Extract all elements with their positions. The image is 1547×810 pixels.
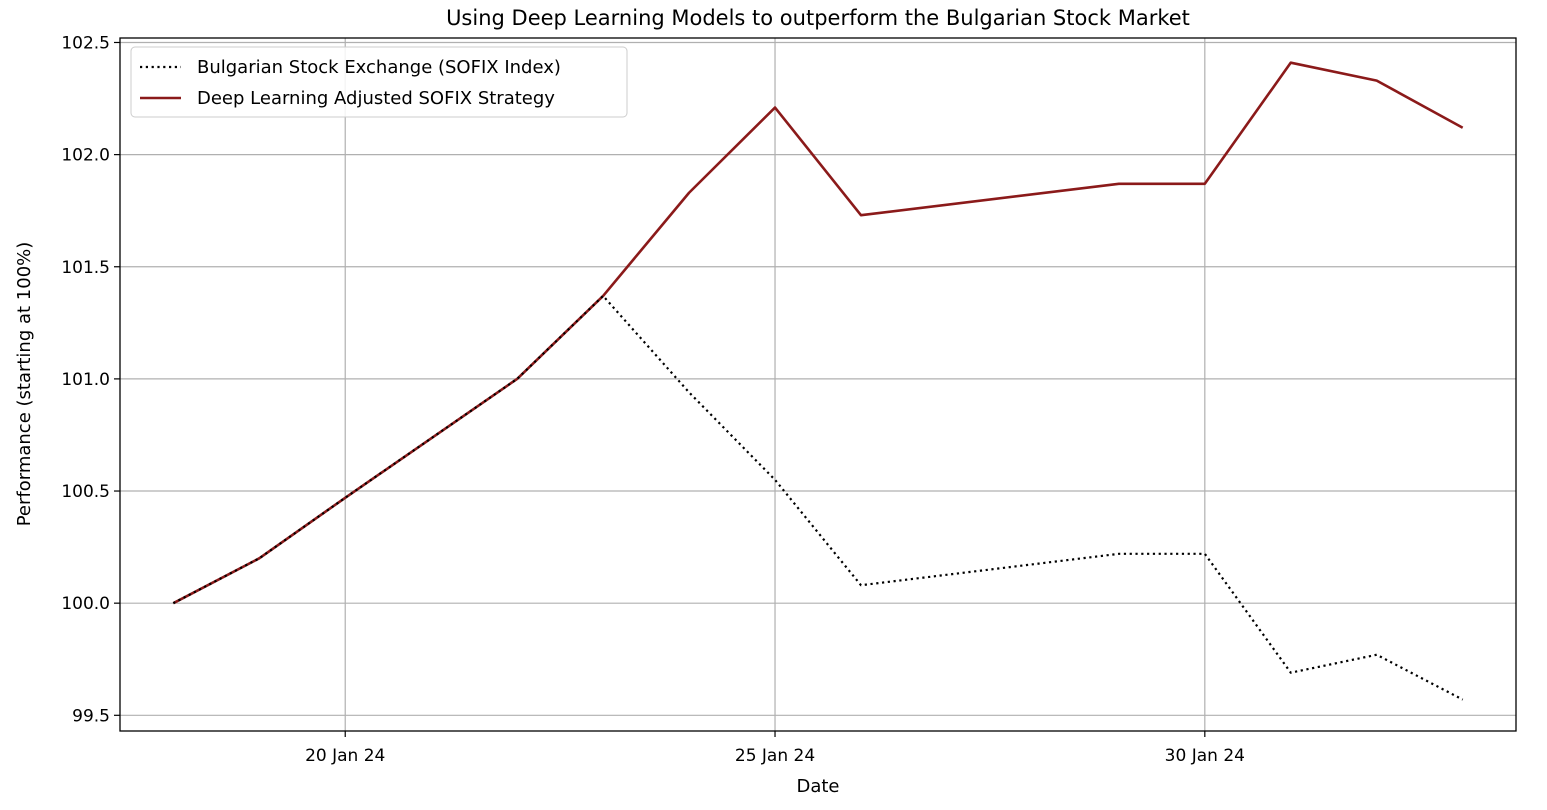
y-tick-label: 101.5 <box>61 258 110 278</box>
x-tick-label: 20 Jan 24 <box>305 746 385 766</box>
y-tick-label: 102.5 <box>61 33 110 53</box>
y-tick-label: 100.5 <box>61 482 110 502</box>
legend-entries: Bulgarian Stock Exchange (SOFIX Index) De… <box>140 57 561 109</box>
legend-label: Deep Learning Adjusted SOFIX Strategy <box>197 88 555 109</box>
series-line-sofix-index <box>172 294 1464 701</box>
legend-box <box>130 46 628 118</box>
legend-label: Bulgarian Stock Exchange (SOFIX Index) <box>197 57 561 78</box>
x-axis-label: Date <box>796 776 839 797</box>
axis-ticks: 20 Jan 24 25 Jan 24 30 Jan 24 99.5 100.0 100.… <box>61 33 1245 766</box>
x-tick-label: 25 Jan 24 <box>735 746 815 766</box>
series-lines <box>172 61 1464 701</box>
y-tick-label: 102.0 <box>61 146 110 166</box>
grid-lines <box>120 38 1516 731</box>
legend: Bulgarian Stock Exchange (SOFIX Index) De… <box>130 46 628 118</box>
series-line-deep-learning-strategy <box>172 61 1464 605</box>
y-axis-label: Performance (starting at 100%) <box>14 242 35 527</box>
y-tick-label: 101.0 <box>61 370 110 390</box>
y-tick-label: 99.5 <box>72 706 110 726</box>
y-tick-label: 100.0 <box>61 594 110 614</box>
chart-title: Using Deep Learning Models to outperform… <box>446 6 1190 30</box>
x-tick-label: 30 Jan 24 <box>1165 746 1245 766</box>
plot-frame <box>119 37 1517 732</box>
